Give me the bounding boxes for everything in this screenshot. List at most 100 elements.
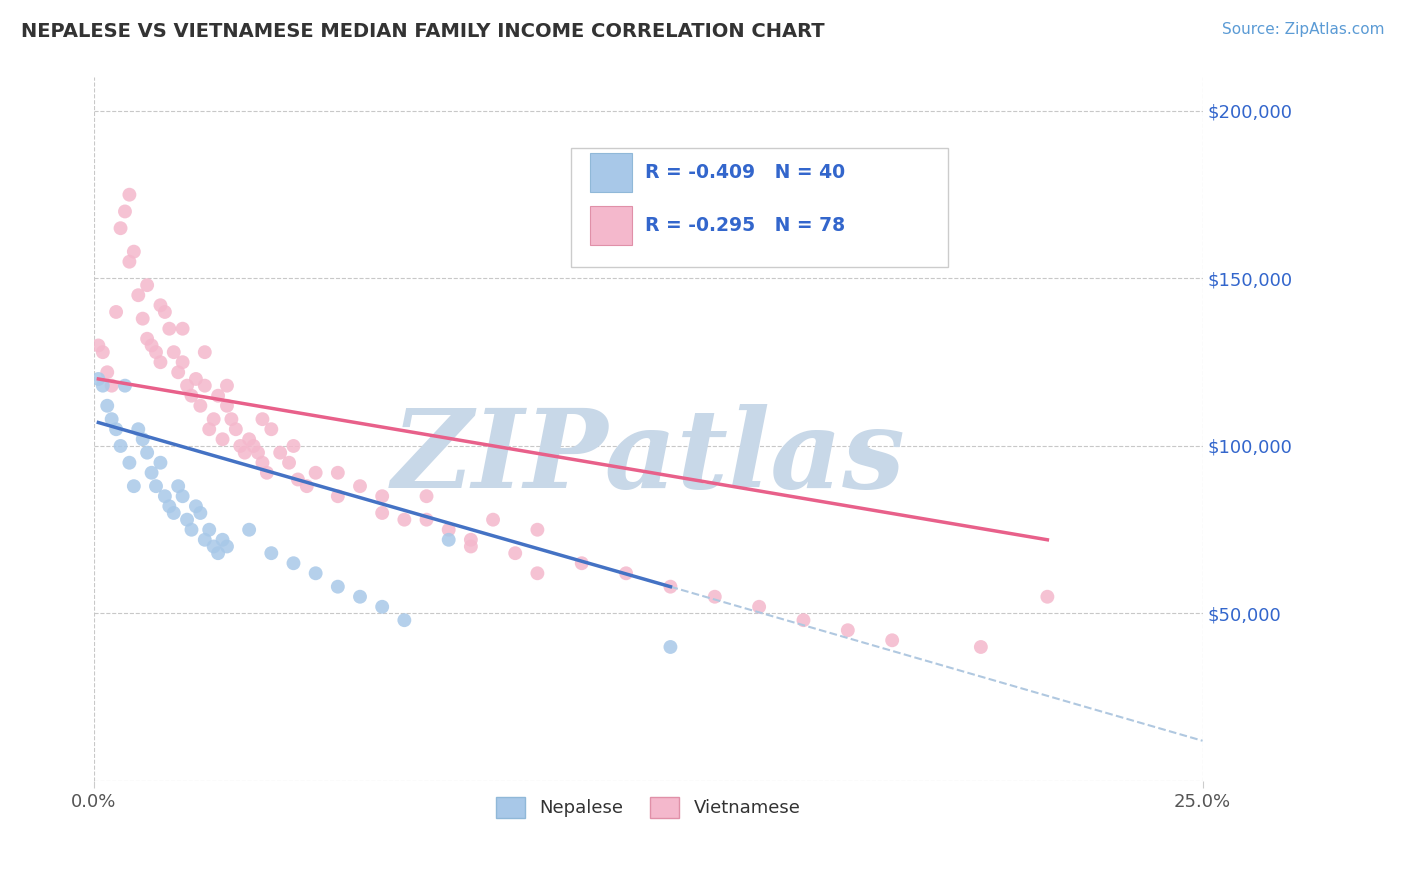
Point <box>229 439 252 453</box>
Point <box>215 540 238 554</box>
Point <box>198 523 221 537</box>
Point <box>91 378 114 392</box>
Point <box>172 489 194 503</box>
Point <box>349 479 371 493</box>
Point <box>202 540 225 554</box>
Point <box>252 412 274 426</box>
Point <box>659 580 682 594</box>
Point <box>194 345 217 359</box>
Point <box>180 523 202 537</box>
Point <box>176 378 198 392</box>
Point <box>837 624 859 638</box>
Point <box>149 456 172 470</box>
Point <box>180 389 202 403</box>
Point <box>110 439 132 453</box>
Point <box>283 439 305 453</box>
Point <box>105 422 128 436</box>
Point <box>221 412 243 426</box>
Point <box>614 566 637 581</box>
Point <box>184 500 207 514</box>
Point <box>295 479 318 493</box>
Point <box>127 422 149 436</box>
Text: NEPALESE VS VIETNAMESE MEDIAN FAMILY INCOME CORRELATION CHART: NEPALESE VS VIETNAMESE MEDIAN FAMILY INC… <box>21 22 825 41</box>
Point <box>211 432 233 446</box>
Point <box>256 466 278 480</box>
Point <box>215 399 238 413</box>
Point <box>659 640 682 654</box>
Point <box>215 378 238 392</box>
Point <box>105 305 128 319</box>
Point <box>247 445 270 459</box>
Point <box>198 422 221 436</box>
Point <box>136 278 159 293</box>
Point <box>202 412 225 426</box>
Point <box>748 599 770 614</box>
Point <box>149 355 172 369</box>
Text: ZIPatlas: ZIPatlas <box>391 403 905 511</box>
Point <box>87 372 110 386</box>
Point <box>503 546 526 560</box>
Point <box>131 432 153 446</box>
Point <box>145 345 167 359</box>
Point <box>100 378 122 392</box>
Point <box>118 187 141 202</box>
Point <box>136 445 159 459</box>
Point <box>437 523 460 537</box>
Point <box>482 513 505 527</box>
Point <box>326 580 349 594</box>
Point <box>349 590 371 604</box>
Point <box>233 445 256 459</box>
Point <box>238 432 260 446</box>
Point <box>526 523 548 537</box>
Point <box>305 566 328 581</box>
Point <box>278 456 301 470</box>
Legend: Nepalese, Vietnamese: Nepalese, Vietnamese <box>489 789 808 825</box>
Point <box>260 422 283 436</box>
FancyBboxPatch shape <box>589 153 631 192</box>
Point <box>157 322 180 336</box>
Point <box>157 500 180 514</box>
Text: Source: ZipAtlas.com: Source: ZipAtlas.com <box>1222 22 1385 37</box>
Point <box>252 456 274 470</box>
Point <box>703 590 725 604</box>
Point <box>269 445 291 459</box>
Point <box>371 599 394 614</box>
Point <box>371 506 394 520</box>
Text: R = -0.409   N = 40: R = -0.409 N = 40 <box>645 163 845 182</box>
Point <box>394 513 416 527</box>
Point <box>91 345 114 359</box>
Point <box>114 204 136 219</box>
Point <box>415 489 437 503</box>
Point <box>184 372 207 386</box>
Point <box>149 298 172 312</box>
Point <box>415 513 437 527</box>
Point <box>460 540 482 554</box>
Point <box>326 466 349 480</box>
Point <box>242 439 264 453</box>
Text: R = -0.295   N = 78: R = -0.295 N = 78 <box>645 216 845 235</box>
Point <box>131 311 153 326</box>
Point <box>238 523 260 537</box>
Point <box>122 479 145 493</box>
Point <box>96 365 118 379</box>
Point <box>110 221 132 235</box>
Point <box>287 473 309 487</box>
Point <box>118 254 141 268</box>
Point <box>153 305 176 319</box>
Point <box>153 489 176 503</box>
Point <box>136 332 159 346</box>
Point <box>207 389 229 403</box>
Point <box>882 633 904 648</box>
Point <box>145 479 167 493</box>
Point <box>326 489 349 503</box>
Point <box>970 640 993 654</box>
Point <box>792 613 814 627</box>
Point <box>260 546 283 560</box>
Point <box>437 533 460 547</box>
Point <box>207 546 229 560</box>
Point <box>96 399 118 413</box>
Point <box>172 322 194 336</box>
Point <box>394 613 416 627</box>
Point <box>190 506 212 520</box>
Point <box>100 412 122 426</box>
